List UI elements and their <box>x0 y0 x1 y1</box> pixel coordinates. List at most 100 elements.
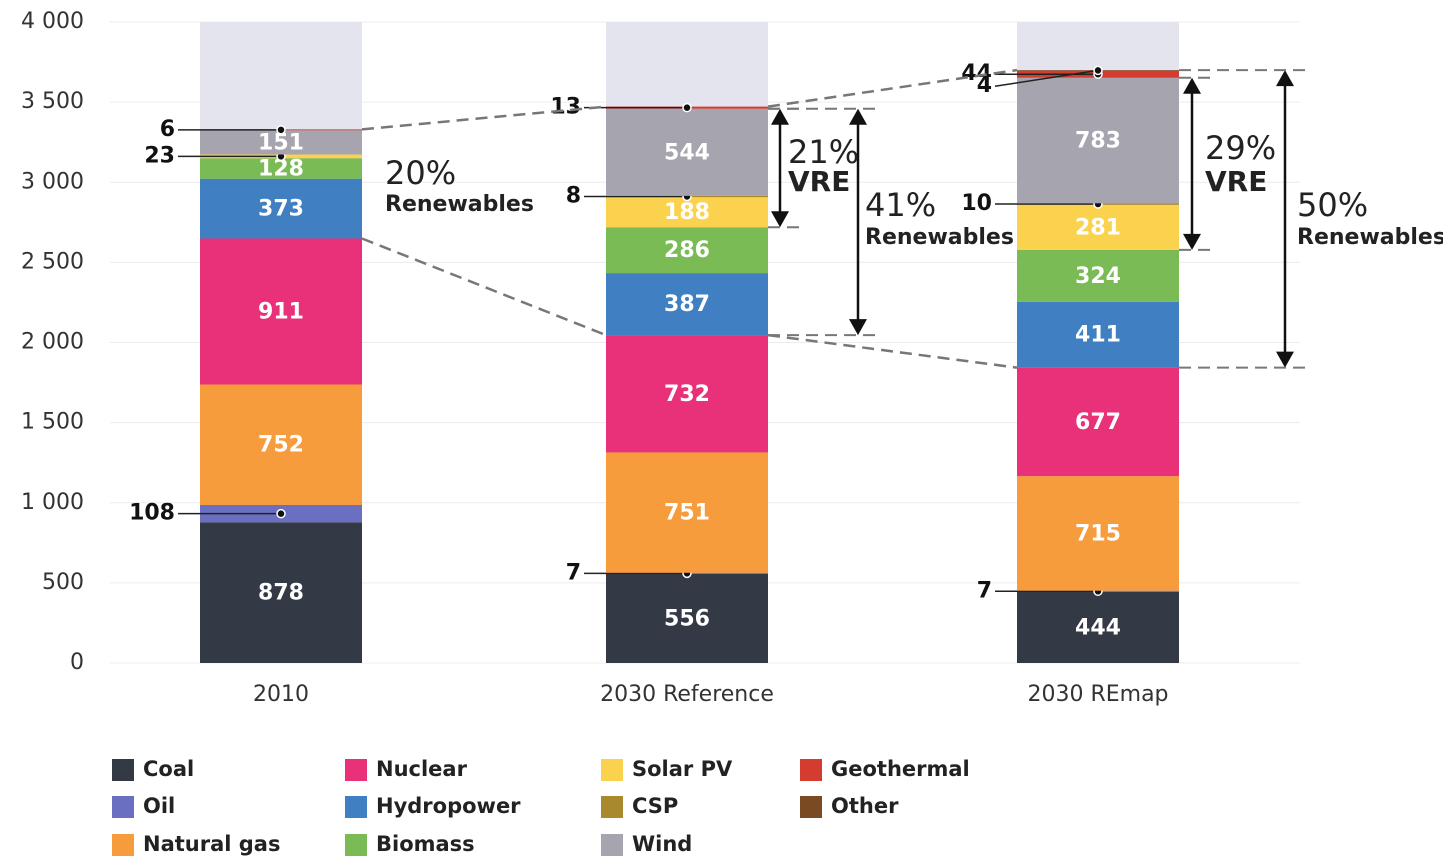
legend-label: Oil <box>143 794 175 818</box>
value-label: 7 <box>977 578 992 603</box>
legend-swatch <box>112 834 134 856</box>
legend-swatch <box>601 759 623 781</box>
legend-label: Solar PV <box>632 757 733 781</box>
value-label: 715 <box>1075 521 1121 546</box>
y-tick-label: 4 000 <box>21 9 84 34</box>
annotation-label: Renewables <box>1297 225 1443 250</box>
value-label: 281 <box>1075 215 1121 240</box>
value-label: 6 <box>160 117 175 142</box>
value-label: 8 <box>566 184 581 209</box>
arrow-head <box>771 108 789 125</box>
arrow-head <box>1183 77 1201 94</box>
arrow-head <box>1183 233 1201 250</box>
annotation-value: 29% <box>1205 129 1276 167</box>
y-tick-label: 2 500 <box>21 249 84 274</box>
value-label: 556 <box>664 606 710 631</box>
legend-swatch <box>345 796 367 818</box>
legend-label: Nuclear <box>376 757 468 781</box>
value-label: 732 <box>664 382 710 407</box>
bar-segment <box>1017 476 1179 591</box>
callout-dot <box>682 102 692 113</box>
value-label: 23 <box>144 143 175 168</box>
bar-segment <box>200 238 362 385</box>
bar-segment <box>606 197 768 228</box>
value-label: 751 <box>664 501 710 526</box>
annotation-value: 20% <box>385 154 456 192</box>
bar-segment <box>200 384 362 505</box>
connector <box>361 237 607 337</box>
legend-label: Biomass <box>376 832 475 856</box>
value-label: 324 <box>1075 264 1121 289</box>
legend-label: Coal <box>143 757 194 781</box>
connector <box>361 105 607 131</box>
y-tick-label: 1 500 <box>21 410 84 435</box>
value-label: 44 <box>961 61 992 86</box>
legend-swatch <box>345 759 367 781</box>
callout-line <box>994 69 1099 87</box>
x-tick-label: 2030 REmap <box>1027 682 1168 707</box>
value-label: 911 <box>258 299 304 324</box>
bar-segment <box>200 158 362 179</box>
legend-swatch <box>601 796 623 818</box>
y-tick-label: 3 500 <box>21 89 84 114</box>
value-label: 4 <box>977 73 992 98</box>
legend-swatch <box>345 834 367 856</box>
annotation-label: Renewables <box>385 192 534 217</box>
legend-label: Geothermal <box>831 757 970 781</box>
legend-label: Wind <box>632 832 692 856</box>
bar-segment <box>200 522 362 663</box>
y-tick-label: 500 <box>42 570 84 595</box>
bar-segment <box>1017 204 1179 250</box>
legend-swatch <box>112 759 134 781</box>
bar-segment <box>1017 367 1179 477</box>
annotation-value: 21% <box>788 133 859 171</box>
value-label: 878 <box>258 581 304 606</box>
legend-swatch <box>601 834 623 856</box>
arrow-head <box>849 319 867 336</box>
callout-dot <box>276 125 286 135</box>
x-tick-label: 2010 <box>253 682 309 707</box>
value-label: 444 <box>1075 615 1121 640</box>
annotation-label: VRE <box>788 165 850 198</box>
legend-swatch <box>112 796 134 818</box>
legend-label: Hydropower <box>376 794 521 818</box>
bar-segment <box>606 573 768 663</box>
value-label: 411 <box>1075 323 1121 348</box>
bar-segment <box>1017 77 1179 204</box>
bar-segment <box>606 452 768 573</box>
bar-segment <box>606 108 768 196</box>
value-label: 752 <box>258 433 304 458</box>
legend-label: CSP <box>632 794 678 818</box>
legend-swatch <box>800 796 822 818</box>
bar-segment <box>1017 301 1179 368</box>
annotation-value: 41% <box>865 186 936 224</box>
bar-segment <box>1017 591 1179 663</box>
arrow-head <box>1276 70 1294 87</box>
bar-segment <box>200 178 362 239</box>
legend-label: Natural gas <box>143 832 280 856</box>
legend-swatch <box>800 759 822 781</box>
value-label: 544 <box>664 140 710 165</box>
value-label: 373 <box>258 197 304 222</box>
connector <box>767 333 1018 369</box>
value-label: 188 <box>664 200 710 225</box>
value-label: 7 <box>566 560 581 585</box>
value-label: 783 <box>1075 129 1121 154</box>
value-label: 677 <box>1075 410 1121 435</box>
connector <box>767 68 1018 108</box>
y-tick-label: 3 000 <box>21 169 84 194</box>
y-tick-label: 2 000 <box>21 330 84 355</box>
bar-segment <box>606 335 768 453</box>
legend-label: Other <box>831 794 899 818</box>
bar-segment <box>606 227 768 274</box>
annotation-label: VRE <box>1205 165 1267 198</box>
arrow-head <box>1276 351 1294 368</box>
callout-dot <box>1093 65 1103 76</box>
y-tick-label: 1 000 <box>21 490 84 515</box>
value-label: 13 <box>550 95 581 120</box>
value-label: 108 <box>129 501 175 526</box>
bar-segment <box>1017 249 1179 302</box>
annotation-value: 50% <box>1297 186 1368 224</box>
y-tick-label: 0 <box>70 650 84 675</box>
